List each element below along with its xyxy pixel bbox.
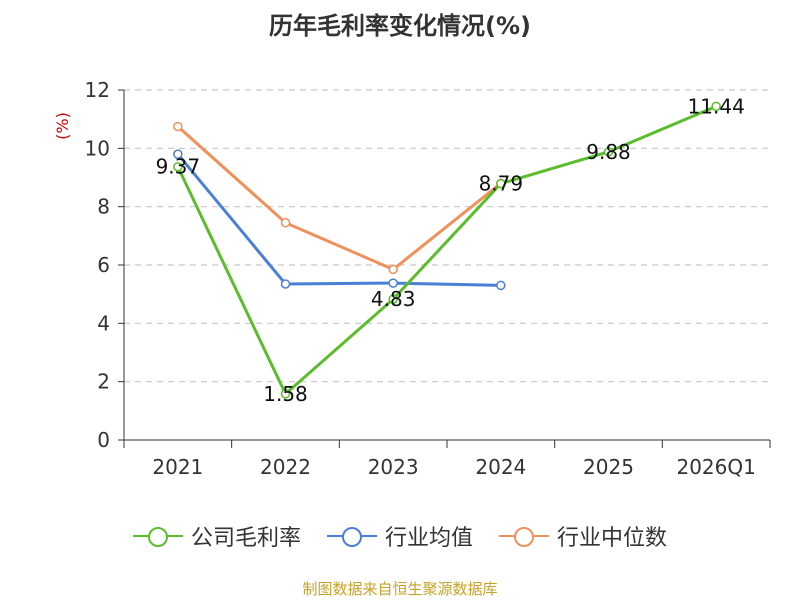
data-point (496, 178, 506, 189)
y-tick-label: 4 (97, 311, 110, 335)
y-tick-label: 10 (85, 136, 110, 160)
legend-swatch (132, 526, 183, 547)
data-point (280, 217, 291, 228)
data-point (280, 389, 291, 399)
data-point (388, 278, 398, 288)
data-point (173, 161, 183, 172)
series-line (176, 153, 501, 287)
x-tick-label: 2021 (152, 455, 203, 479)
y-axis-label: (%) (53, 112, 72, 140)
legend-item[interactable]: 公司毛利率 (132, 520, 301, 552)
chart-title: 历年毛利率变化情况(%) (269, 12, 531, 40)
legend-label: 公司毛利率 (190, 526, 301, 551)
source-note: 制图数据来自恒生聚源数据库 (302, 580, 498, 598)
series-line (176, 104, 717, 396)
data-label: 4.83 (371, 287, 416, 311)
x-tick-label: 2023 (368, 455, 419, 479)
data-point (603, 147, 614, 157)
data-point (173, 149, 183, 159)
data-label: 8.79 (479, 172, 524, 196)
legend-swatch (499, 526, 549, 547)
y-tick-label: 2 (97, 370, 110, 394)
x-tick-label: 2022 (260, 455, 311, 479)
data-label: 1.58 (263, 382, 308, 406)
y-tick-label: 8 (97, 195, 110, 219)
x-tick-label: 2025 (583, 455, 634, 479)
series-line (176, 125, 502, 271)
data-point (388, 264, 398, 275)
data-label: 9.37 (156, 155, 201, 179)
data-label: 11.44 (688, 94, 745, 118)
legend-label: 行业均值 (384, 526, 473, 551)
data-point (173, 121, 183, 132)
legend-item[interactable]: 行业中位数 (499, 520, 667, 552)
legend-item[interactable]: 行业均值 (326, 520, 473, 552)
data-point (496, 280, 506, 291)
legend-label: 行业中位数 (557, 526, 668, 551)
y-tick-label: 0 (97, 428, 110, 452)
x-tick-label: 2026Q1 (676, 455, 755, 479)
data-point (280, 279, 291, 289)
data-label: 9.88 (586, 140, 631, 164)
legend-swatch (326, 526, 377, 547)
x-tick-label: 2024 (475, 455, 526, 479)
data-point (388, 294, 398, 304)
y-tick-label: 12 (85, 78, 110, 102)
legend: 公司毛利率 行业均值 行业中位数 (0, 520, 800, 552)
data-point (711, 101, 721, 112)
y-tick-label: 6 (97, 253, 110, 277)
